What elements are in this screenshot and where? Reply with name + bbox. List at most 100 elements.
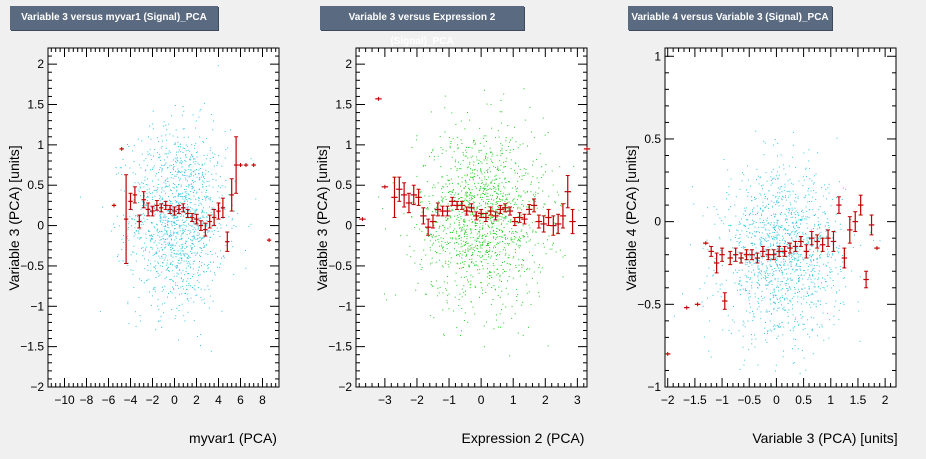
scatter-point <box>484 178 486 180</box>
scatter-point <box>194 158 196 160</box>
scatter-point <box>480 150 482 152</box>
scatter-point <box>769 280 771 282</box>
scatter-point <box>706 207 708 209</box>
scatter-point <box>144 248 146 250</box>
y-tick-label: −1.5 <box>328 340 352 354</box>
scatter-point <box>513 241 515 243</box>
scatter-point <box>773 271 775 273</box>
scatter-point <box>448 179 450 181</box>
scatter-point <box>492 204 494 206</box>
scatter-point <box>810 270 812 272</box>
scatter-point <box>165 124 167 126</box>
scatter-point <box>117 256 118 258</box>
scatter-point <box>727 315 729 317</box>
scatter-point <box>162 262 164 264</box>
scatter-point <box>781 191 783 193</box>
scatter-point <box>189 150 191 152</box>
scatter-point <box>772 227 774 229</box>
scatter-point <box>493 221 495 222</box>
scatter-point <box>155 329 157 331</box>
scatter-point <box>139 315 141 317</box>
scatter-point <box>188 223 189 225</box>
scatter-point <box>509 355 511 357</box>
scatter-point <box>165 244 167 246</box>
scatter-point <box>479 127 481 129</box>
scatter-point <box>810 278 812 280</box>
scatter-point <box>792 362 794 364</box>
scatter-point <box>749 261 751 263</box>
scatter-point <box>147 259 149 261</box>
scatter-point <box>516 222 518 224</box>
scatter-point <box>771 182 773 184</box>
scatter-point <box>449 226 451 228</box>
scatter-point <box>750 196 752 198</box>
scatter-point <box>196 238 198 240</box>
scatter-point <box>765 311 767 313</box>
scatter-point <box>821 187 823 189</box>
scatter-point <box>172 256 174 258</box>
scatter-point <box>802 212 804 214</box>
scatter-point <box>521 204 523 205</box>
scatter-point <box>759 238 761 240</box>
scatter-point <box>807 201 809 203</box>
scatter-point <box>479 255 481 257</box>
scatter-point <box>217 65 219 67</box>
scatter-point <box>191 208 193 210</box>
scatter-point <box>810 260 812 262</box>
scatter-point <box>194 163 196 165</box>
scatter-point <box>181 293 183 295</box>
scatter-point <box>458 211 460 212</box>
x-tick-label: −1.5 <box>683 393 707 407</box>
scatter-point <box>187 210 189 211</box>
scatter-point <box>197 272 199 274</box>
scatter-point <box>792 240 794 242</box>
scatter-point <box>170 239 172 241</box>
scatter-point <box>834 306 836 308</box>
scatter-point <box>180 277 182 279</box>
scatter-point <box>744 225 745 227</box>
scatter-point <box>168 243 170 245</box>
scatter-point <box>221 165 223 167</box>
scatter-point <box>745 207 747 209</box>
scatter-point <box>775 213 777 215</box>
scatter-point <box>169 291 171 293</box>
scatter-point <box>729 230 731 232</box>
scatter-point <box>798 254 800 256</box>
scatter-point <box>195 143 197 145</box>
scatter-point <box>490 255 492 257</box>
scatter-point <box>774 302 775 304</box>
scatter-point <box>504 200 506 202</box>
scatter-point <box>497 273 499 275</box>
scatter-point <box>750 262 752 264</box>
scatter-point <box>773 228 775 230</box>
scatter-point <box>479 222 481 224</box>
scatter-point <box>817 217 819 219</box>
scatter-point <box>513 207 514 209</box>
scatter-point <box>209 149 211 151</box>
scatter-point <box>804 218 806 220</box>
scatter-point <box>796 269 798 271</box>
scatter-point <box>462 261 463 263</box>
scatter-point <box>150 304 152 306</box>
scatter-point <box>173 231 175 233</box>
scatter-point <box>182 250 184 252</box>
scatter-point <box>184 243 186 244</box>
scatter-point <box>520 214 522 216</box>
scatter-point <box>758 226 760 228</box>
scatter-point <box>442 149 444 151</box>
x-tick-label: −2 <box>410 393 424 407</box>
scatter-point <box>469 161 471 163</box>
scatter-point <box>497 193 499 195</box>
scatter-point <box>763 222 765 224</box>
scatter-point <box>415 289 417 291</box>
scatter-point <box>757 231 759 233</box>
scatter-point <box>542 174 544 176</box>
scatter-point <box>541 267 543 269</box>
scatter-point <box>845 188 847 190</box>
scatter-point <box>858 310 860 312</box>
scatter-point <box>435 221 437 223</box>
scatter-point <box>801 216 803 218</box>
scatter-point <box>160 216 162 218</box>
scatter-point <box>788 233 790 235</box>
scatter-point <box>733 306 734 307</box>
